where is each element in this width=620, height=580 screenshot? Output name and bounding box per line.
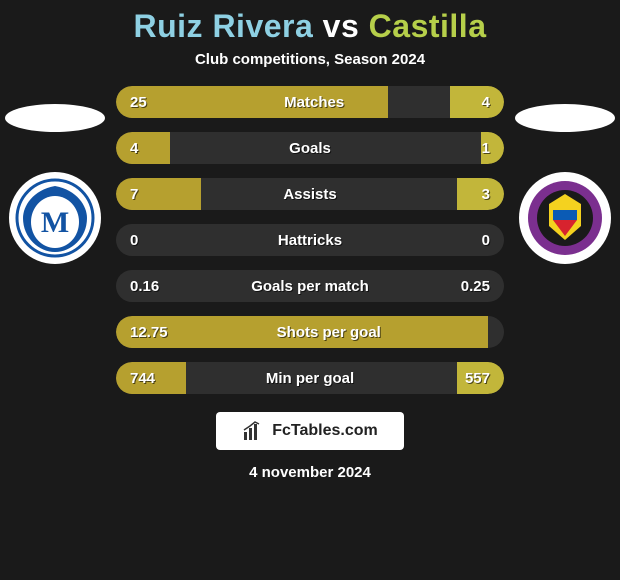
stat-label: Goals bbox=[138, 140, 481, 157]
stat-value-left: 25 bbox=[116, 94, 147, 111]
main-row: M 25Matches44Goals17Assists30Hattricks00… bbox=[0, 86, 620, 394]
comparison-title: Ruiz Rivera vs Castilla bbox=[134, 8, 487, 45]
stat-row: 4Goals1 bbox=[116, 132, 504, 164]
deportivo-pasto-logo-icon bbox=[523, 176, 607, 260]
stat-value-left: 744 bbox=[116, 370, 155, 387]
stat-value-left: 0.16 bbox=[116, 278, 159, 295]
stat-row: 12.75Shots per goal bbox=[116, 316, 504, 348]
stat-row: 0.16Goals per match0.25 bbox=[116, 270, 504, 302]
right-club-column bbox=[510, 86, 620, 264]
stat-row: 25Matches4 bbox=[116, 86, 504, 118]
vs-text: vs bbox=[323, 8, 360, 44]
left-club-badge: M bbox=[9, 172, 101, 264]
stat-row: 744Min per goal557 bbox=[116, 362, 504, 394]
svg-text:M: M bbox=[41, 206, 69, 239]
player1-name: Ruiz Rivera bbox=[134, 8, 314, 44]
left-shadow-ellipse bbox=[5, 104, 105, 132]
stat-value-right: 0 bbox=[482, 232, 504, 249]
stat-value-right: 0.25 bbox=[461, 278, 504, 295]
stat-label: Hattricks bbox=[138, 232, 481, 249]
stat-label: Matches bbox=[147, 94, 482, 111]
stat-value-left: 7 bbox=[116, 186, 138, 203]
player2-name: Castilla bbox=[369, 8, 487, 44]
subtitle: Club competitions, Season 2024 bbox=[195, 51, 425, 68]
stat-value-left: 0 bbox=[116, 232, 138, 249]
right-shadow-ellipse bbox=[515, 104, 615, 132]
date-text: 4 november 2024 bbox=[249, 464, 371, 481]
right-club-badge bbox=[519, 172, 611, 264]
millonarios-logo-icon: M bbox=[13, 176, 97, 260]
stat-value-right: 3 bbox=[482, 186, 504, 203]
stat-label: Min per goal bbox=[155, 370, 465, 387]
stat-value-right: 557 bbox=[465, 370, 504, 387]
stat-label: Goals per match bbox=[159, 278, 461, 295]
stat-value-right: 4 bbox=[482, 94, 504, 111]
fctables-watermark: FcTables.com bbox=[216, 412, 404, 450]
stat-rows: 25Matches44Goals17Assists30Hattricks00.1… bbox=[110, 86, 510, 394]
stat-label: Shots per goal bbox=[168, 324, 490, 341]
bar-chart-icon bbox=[242, 420, 264, 442]
stat-row: 0Hattricks0 bbox=[116, 224, 504, 256]
stat-row: 7Assists3 bbox=[116, 178, 504, 210]
stat-value-left: 4 bbox=[116, 140, 138, 157]
left-club-column: M bbox=[0, 86, 110, 264]
stat-label: Assists bbox=[138, 186, 481, 203]
fctables-text: FcTables.com bbox=[272, 422, 378, 440]
stat-value-left: 12.75 bbox=[116, 324, 168, 341]
stat-value-right: 1 bbox=[482, 140, 504, 157]
